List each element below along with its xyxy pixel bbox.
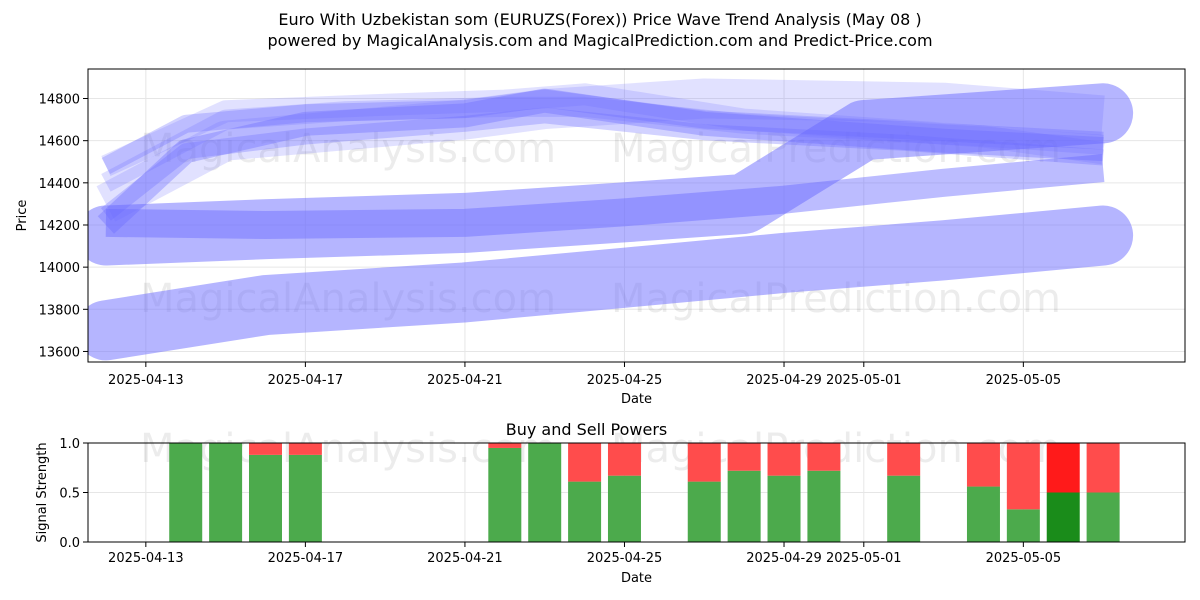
x-axis-label: Date <box>621 392 652 407</box>
sell-power-bar <box>488 443 522 448</box>
sell-power-bar <box>727 443 761 471</box>
sell-power-bar <box>248 443 282 455</box>
y-tick-label: 14800 <box>39 93 80 108</box>
sell-power-bar <box>887 443 921 476</box>
x-tick-label: 2025-04-29 <box>746 373 822 388</box>
sell-power-bar <box>607 443 641 476</box>
x-tick-label: 2025-04-17 <box>268 551 344 566</box>
y-tick-label: 0.5 <box>59 487 80 502</box>
buy-power-bar <box>727 470 761 542</box>
plot-frame <box>87 68 1186 363</box>
buy-power-bar <box>488 447 522 542</box>
x-tick-label: 2025-04-25 <box>587 373 663 388</box>
buy-power-bar <box>1086 492 1120 542</box>
subchart-title: Buy and Sell Powers <box>506 420 668 439</box>
chart-title: Euro With Uzbekistan som (EURUZS(Forex))… <box>278 10 922 29</box>
buy-power-bar <box>887 475 921 542</box>
wave-series-line <box>100 107 1104 221</box>
x-tick-label: 2025-04-29 <box>746 551 822 566</box>
wave-series-line <box>97 88 1104 234</box>
x-tick-label: 2025-05-01 <box>826 373 902 388</box>
sell-power-bar <box>1006 443 1040 510</box>
y-axis-label: Price <box>15 200 30 232</box>
buy-power-bar <box>807 470 841 542</box>
sell-power-bar <box>807 443 841 471</box>
wave-series-line <box>105 154 1105 239</box>
buy-power-bar <box>767 475 801 542</box>
sell-power-bar <box>288 443 322 455</box>
watermark-text: MagicalAnalysis.com <box>140 126 556 172</box>
x-axis-label: Date <box>621 571 652 586</box>
x-tick-label: 2025-04-25 <box>587 551 663 566</box>
wave-series-line <box>88 83 1134 266</box>
x-tick-label: 2025-05-01 <box>826 551 902 566</box>
x-tick-label: 2025-04-13 <box>108 551 184 566</box>
sell-power-bar <box>568 443 602 482</box>
buy-power-bar <box>607 475 641 542</box>
buy-power-bar <box>248 454 282 542</box>
y-tick-label: 13600 <box>39 345 80 360</box>
x-tick-label: 2025-04-21 <box>427 373 503 388</box>
buy-power-bar <box>1046 492 1080 542</box>
y-tick-label: 14200 <box>39 219 80 234</box>
wave-series-line <box>101 96 1104 192</box>
sell-power-bar <box>966 443 1000 487</box>
sell-power-bar <box>1046 443 1080 493</box>
sell-power-bar <box>687 443 721 482</box>
buy-power-bar <box>528 443 562 542</box>
y-tick-label: 14600 <box>39 135 80 150</box>
y-tick-label: 14400 <box>39 177 80 192</box>
buy-power-bar <box>1006 509 1040 542</box>
wave-series-line <box>101 83 1105 177</box>
buy-power-bar <box>966 486 1000 542</box>
buy-power-bar <box>209 443 243 542</box>
y-tick-label: 0.0 <box>59 536 80 551</box>
buy-power-bar <box>687 481 721 542</box>
x-tick-label: 2025-04-21 <box>427 551 503 566</box>
wave-series-line <box>88 205 1134 361</box>
buy-power-bar <box>169 443 203 542</box>
x-tick-label: 2025-05-05 <box>986 551 1062 566</box>
y-axis-label: Signal Strength <box>35 442 50 542</box>
x-tick-label: 2025-04-13 <box>108 373 184 388</box>
y-tick-label: 14000 <box>39 261 80 276</box>
x-tick-label: 2025-04-17 <box>268 373 344 388</box>
x-tick-label: 2025-05-05 <box>986 373 1062 388</box>
chart-subtitle: powered by MagicalAnalysis.com and Magic… <box>267 31 933 50</box>
wave-series-line <box>96 78 1105 222</box>
y-tick-label: 1.0 <box>59 437 80 452</box>
sell-power-bar <box>1086 443 1120 493</box>
y-tick-label: 13800 <box>39 303 80 318</box>
buy-power-bar <box>288 454 322 542</box>
sell-power-bar <box>767 443 801 476</box>
buy-power-bar <box>568 481 602 542</box>
wave-series-line <box>101 89 1104 174</box>
